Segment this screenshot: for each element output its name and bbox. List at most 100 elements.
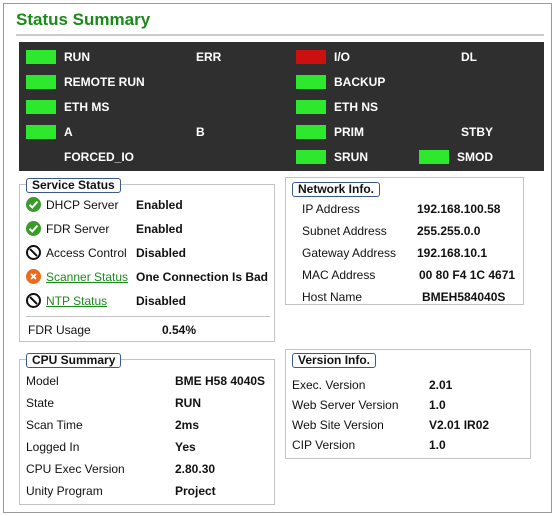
led-row: FORCED_IO SRUN SMOD xyxy=(19,144,544,169)
service-row-fdr: FDR Server Enabled xyxy=(20,220,274,238)
version-label-web-server: Web Server Version xyxy=(292,398,399,412)
network-label-gateway: Gateway Address xyxy=(302,246,397,260)
version-row-web-site: Web Site Version V2.01 IR02 xyxy=(286,416,530,434)
service-row-dhcp: DHCP Server Enabled xyxy=(20,196,274,214)
check-circle-icon xyxy=(26,197,41,212)
b-led-label: B xyxy=(196,125,205,139)
eth-ms-led-label: ETH MS xyxy=(64,100,110,114)
service-value-dhcp: Enabled xyxy=(136,198,183,212)
disabled-circle-icon xyxy=(26,293,41,308)
error-x-circle-icon xyxy=(26,269,41,284)
led-row: A B PRIM STBY xyxy=(19,119,544,144)
prim-led-label: PRIM xyxy=(334,125,364,139)
cpu-value-exec-version: 2.80.30 xyxy=(175,462,216,476)
check-circle-icon xyxy=(26,221,41,236)
service-name-dhcp: DHCP Server xyxy=(46,198,119,212)
cpu-value-model: BME H58 4040S xyxy=(175,374,266,388)
network-label-mac: MAC Address xyxy=(302,268,376,282)
network-label-hostname: Host Name xyxy=(302,290,363,304)
a-led xyxy=(26,125,56,139)
title-divider xyxy=(16,34,544,36)
service-name-access-control: Access Control xyxy=(46,246,127,260)
ntp-status-link[interactable]: NTP Status xyxy=(46,294,108,308)
srun-led-label: SRUN xyxy=(334,150,369,164)
version-value-cip: 1.0 xyxy=(429,438,446,452)
scanner-status-link[interactable]: Scanner Status xyxy=(46,270,129,284)
cpu-row-unity-program: Unity Program Project xyxy=(20,482,274,500)
network-info-panel: Network Info. IP Address 192.168.100.58 … xyxy=(285,177,524,305)
smod-led-label: SMOD xyxy=(457,150,493,164)
service-row-access-control: Access Control Disabled xyxy=(20,244,274,262)
version-row-cip: CIP Version 1.0 xyxy=(286,436,530,454)
network-row-subnet: Subnet Address 255.255.0.0 xyxy=(286,222,523,240)
led-row: ETH MS ETH NS xyxy=(19,94,544,119)
version-value-web-server: 1.0 xyxy=(429,398,446,412)
remote-run-led-label: REMOTE RUN xyxy=(64,75,145,89)
network-row-ip: IP Address 192.168.100.58 xyxy=(286,200,523,218)
run-led xyxy=(26,50,56,64)
cpu-label-unity-program: Unity Program xyxy=(26,484,103,498)
cpu-value-logged-in: Yes xyxy=(175,440,196,454)
prim-led xyxy=(296,125,326,139)
version-value-web-site: V2.01 IR02 xyxy=(429,418,490,432)
led-status-panel: RUN ERR I/O DL REMOTE RUN BACKUP ETH MS … xyxy=(19,42,544,171)
cpu-label-exec-version: CPU Exec Version xyxy=(26,462,125,476)
network-value-mac: 00 80 F4 1C 4671 xyxy=(419,268,516,282)
network-value-gateway: 192.168.10.1 xyxy=(417,246,488,260)
dl-led-label: DL xyxy=(461,50,477,64)
service-row-scanner: Scanner Status One Connection Is Bad xyxy=(20,268,274,286)
service-name-fdr: FDR Server xyxy=(46,222,110,236)
service-row-ntp: NTP Status Disabled xyxy=(20,292,274,310)
cpu-value-scan-time: 2ms xyxy=(175,418,200,432)
forced-io-led-label: FORCED_IO xyxy=(64,150,135,164)
a-led-label: A xyxy=(64,125,73,139)
version-row-exec: Exec. Version 2.01 xyxy=(286,376,530,394)
cpu-row-model: Model BME H58 4040S xyxy=(20,372,274,390)
led-row: REMOTE RUN BACKUP xyxy=(19,69,544,94)
network-row-gateway: Gateway Address 192.168.10.1 xyxy=(286,244,523,262)
io-led xyxy=(296,50,326,64)
network-row-hostname: Host Name BMEH584040S xyxy=(286,288,523,306)
eth-ns-led xyxy=(296,100,326,114)
service-status-panel: Service Status DHCP Server Enabled FDR S… xyxy=(19,178,275,342)
remote-run-led xyxy=(26,75,56,89)
network-value-ip: 192.168.100.58 xyxy=(417,202,501,216)
cpu-label-model: Model xyxy=(26,374,59,388)
cpu-label-scan-time: Scan Time xyxy=(26,418,83,432)
network-label-subnet: Subnet Address xyxy=(302,224,387,238)
page-title: Status Summary xyxy=(16,10,151,29)
version-label-cip: CIP Version xyxy=(292,438,356,452)
version-row-web-server: Web Server Version 1.0 xyxy=(286,396,530,414)
service-divider xyxy=(26,316,270,317)
cpu-summary-legend: CPU Summary xyxy=(26,353,122,368)
version-info-legend: Version Info. xyxy=(292,353,377,368)
network-label-ip: IP Address xyxy=(302,202,360,216)
backup-led xyxy=(296,75,326,89)
disabled-circle-icon xyxy=(26,245,41,260)
eth-ms-led xyxy=(26,100,56,114)
cpu-row-exec-version: CPU Exec Version 2.80.30 xyxy=(20,460,274,478)
fdr-usage-value: 0.54% xyxy=(162,323,197,337)
network-value-subnet: 255.255.0.0 xyxy=(417,224,481,238)
backup-led-label: BACKUP xyxy=(334,75,386,89)
service-value-fdr: Enabled xyxy=(136,222,183,236)
network-value-hostname: BMEH584040S xyxy=(422,290,506,304)
network-info-legend: Network Info. xyxy=(292,182,381,197)
cpu-summary-panel: CPU Summary Model BME H58 4040S State RU… xyxy=(19,353,275,505)
service-value-access-control: Disabled xyxy=(136,246,187,260)
service-value-ntp: Disabled xyxy=(136,294,187,308)
service-value-scanner: One Connection Is Bad xyxy=(136,270,269,284)
smod-led xyxy=(419,150,449,164)
err-led-label: ERR xyxy=(196,50,222,64)
version-info-panel: Version Info. Exec. Version 2.01 Web Ser… xyxy=(285,349,531,459)
version-label-exec: Exec. Version xyxy=(292,378,366,392)
fdr-usage-label: FDR Usage xyxy=(28,323,91,337)
version-value-exec: 2.01 xyxy=(429,378,453,392)
stby-led-label: STBY xyxy=(461,125,494,139)
service-status-legend: Service Status xyxy=(26,178,121,193)
version-label-web-site: Web Site Version xyxy=(292,418,384,432)
status-summary-frame: Status Summary RUN ERR I/O DL REMOTE RUN… xyxy=(3,3,552,513)
eth-ns-led-label: ETH NS xyxy=(334,100,379,114)
srun-led xyxy=(296,150,326,164)
cpu-label-logged-in: Logged In xyxy=(26,440,80,454)
